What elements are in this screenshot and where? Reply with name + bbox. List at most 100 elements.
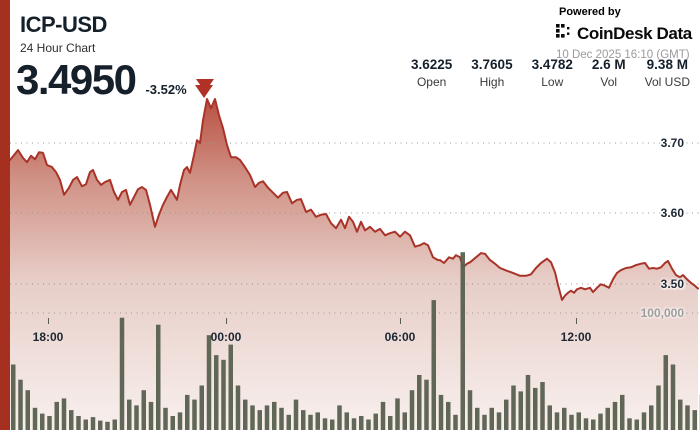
volume-bar — [576, 412, 581, 430]
volume-bar — [627, 418, 632, 430]
volume-bar — [409, 390, 415, 430]
volume-bar — [453, 414, 458, 430]
volume-bar — [518, 391, 523, 430]
volume-bar — [293, 399, 299, 430]
volume-bar — [32, 407, 38, 430]
price-area-fill — [10, 99, 698, 430]
volume-bar — [475, 407, 480, 430]
volume-bar — [206, 335, 212, 430]
stat-value: 3.4782 — [531, 57, 573, 72]
timestamp: 10 Dec 2025 16:10 (GMT) — [556, 49, 690, 61]
volume-bar — [330, 419, 335, 430]
volume-bar — [315, 412, 320, 430]
volume-bar — [156, 324, 161, 430]
volume-bar — [192, 399, 197, 430]
volume-bar — [482, 414, 487, 430]
volume-bar — [663, 355, 668, 430]
volume-bar — [562, 407, 567, 430]
chart-subtitle: 24 Hour Chart — [20, 41, 96, 55]
volume-bar — [388, 416, 393, 430]
volume-bar — [424, 379, 429, 430]
volume-bar — [612, 401, 618, 430]
volume-bar — [351, 418, 357, 430]
volume-bar — [54, 401, 59, 430]
stat-high: 3.7605 High — [471, 57, 512, 89]
volume-bar — [112, 419, 117, 430]
volume-bar — [540, 382, 545, 430]
coindesk-logo-icon — [556, 23, 573, 44]
volume-bar — [620, 394, 625, 430]
volume-bar — [525, 375, 531, 430]
volume-bar — [185, 394, 190, 430]
stat-value: 9.38 M — [646, 57, 688, 72]
volume-bar — [366, 419, 371, 430]
volume-bar — [163, 407, 168, 430]
stat-vol: 2.6 M Vol — [592, 57, 626, 89]
volume-bar — [214, 355, 219, 430]
volume-bar — [228, 344, 233, 430]
volume-bar — [417, 375, 422, 430]
volume-bar — [431, 300, 436, 430]
volume-bar — [141, 390, 146, 430]
volume-bar — [634, 419, 639, 430]
volume-bar — [533, 387, 538, 430]
volume-bar — [199, 385, 204, 430]
coindesk-logo-text: CoinDesk Data — [577, 23, 692, 43]
stat-label: Low — [541, 75, 564, 89]
price-down-icon — [194, 84, 213, 98]
volume-bar — [90, 417, 96, 430]
volume-bar — [685, 405, 690, 430]
volume-bar — [272, 401, 277, 430]
volume-bar — [322, 418, 328, 430]
volume-bar — [170, 416, 175, 430]
volume-bar — [395, 398, 400, 430]
volume-bar — [119, 317, 125, 430]
volume-bar — [402, 412, 407, 430]
powered-by-label: Powered by — [559, 6, 621, 18]
stat-label: Vol — [600, 75, 618, 89]
coindesk-logo[interactable]: CoinDesk Data — [556, 23, 692, 44]
volume-bar — [446, 401, 451, 430]
price-row: 3.4950 -3.52% — [16, 59, 213, 100]
volume-bar — [641, 412, 647, 430]
volume-bar — [243, 399, 248, 430]
volume-bar — [547, 405, 552, 430]
volume-bar — [467, 390, 473, 430]
price-change-percent: -3.52% — [145, 81, 187, 97]
volume-bar — [504, 399, 509, 430]
volume-bar — [257, 410, 262, 430]
volume-bar — [235, 385, 241, 430]
volume-bar — [605, 407, 610, 430]
accent-bar — [0, 0, 10, 430]
stat-value: 2.6 M — [591, 57, 626, 72]
volume-bar — [69, 410, 74, 430]
volume-bar — [279, 407, 284, 430]
volume-bar — [250, 405, 255, 430]
volume-bar — [344, 412, 349, 430]
volume-bar — [308, 414, 313, 430]
volume-bar — [76, 416, 81, 430]
volume-bar — [692, 410, 697, 430]
volume-bar — [264, 405, 270, 430]
volume-bar — [496, 412, 502, 430]
volume-bar — [591, 419, 596, 430]
stat-label: High — [479, 75, 505, 89]
price-line — [9, 98, 699, 301]
stat-label: Open — [416, 75, 447, 89]
volume-bar — [678, 399, 683, 430]
volume-bar — [25, 390, 30, 430]
volume-bar — [134, 405, 139, 430]
volume-bar — [670, 364, 676, 430]
stat-low: 3.4782 Low — [532, 57, 573, 89]
stat-label: Vol USD — [644, 75, 690, 89]
volume-bar — [221, 359, 226, 430]
header: ICP-USD 24 Hour Chart 3.4950 -3.52% — [16, 12, 213, 100]
volume-bar — [438, 394, 444, 430]
volume-bar — [359, 416, 364, 430]
volume-bar — [105, 421, 110, 430]
volume-bar — [286, 414, 291, 430]
stat-value: 3.7605 — [471, 57, 513, 72]
volume-bar — [11, 364, 16, 430]
